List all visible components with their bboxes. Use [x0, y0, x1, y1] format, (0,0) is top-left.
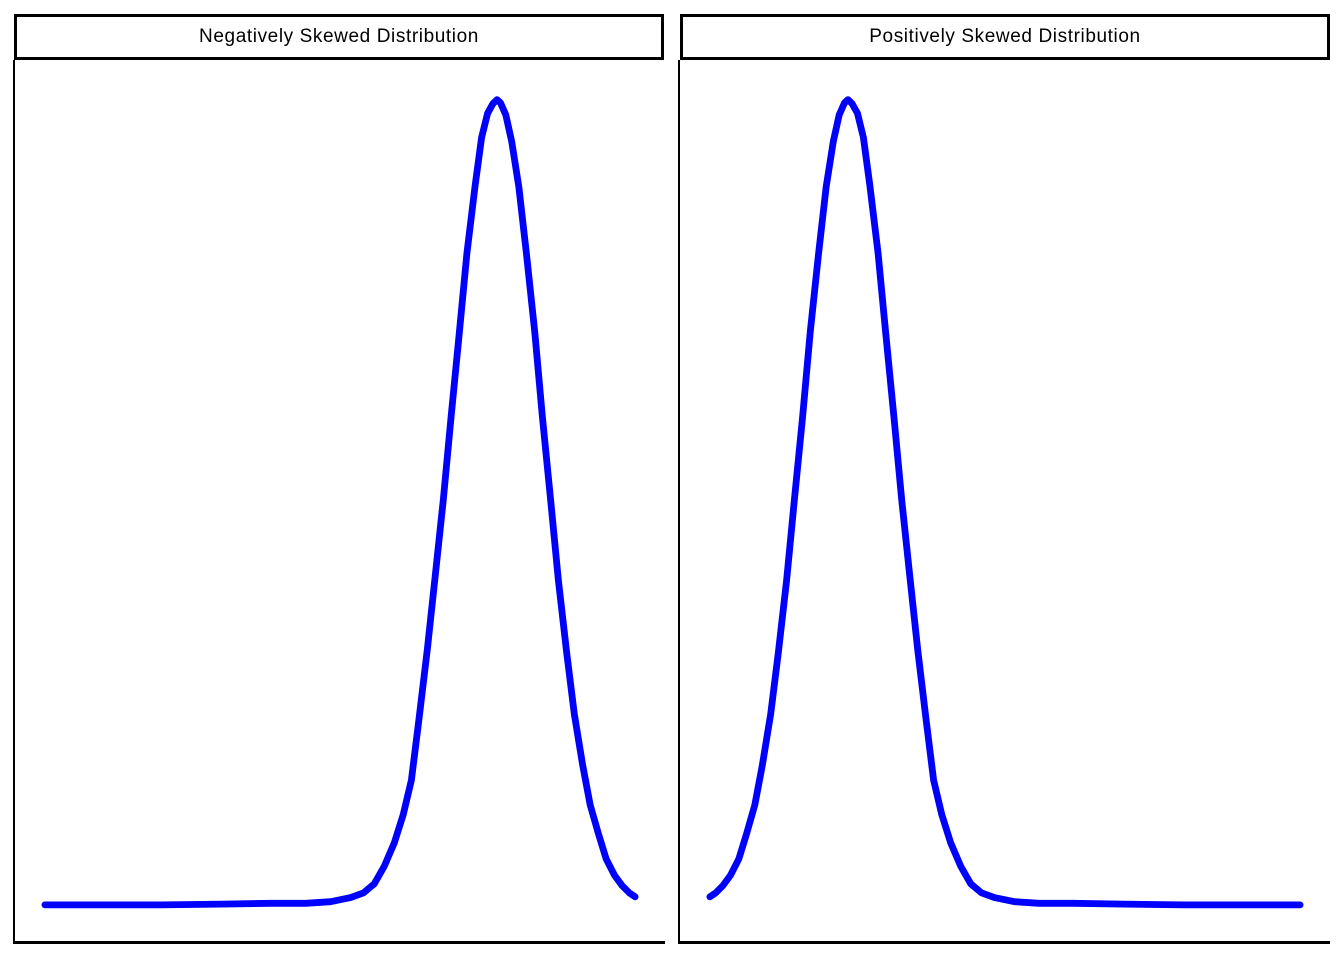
density-curve-positive-skew: [706, 96, 1304, 909]
panel-title-negative-skew: Negatively Skewed Distribution: [14, 14, 664, 60]
plot-area-negative-skew: [13, 60, 665, 944]
plot-area-positive-skew: [678, 60, 1330, 944]
panel-title-positive-skew: Positively Skewed Distribution: [680, 14, 1330, 60]
density-curve-negative-skew: [41, 96, 639, 909]
panel-title-positive-skew-label: Positively Skewed Distribution: [869, 26, 1141, 47]
panel-title-negative-skew-label: Negatively Skewed Distribution: [199, 26, 479, 47]
